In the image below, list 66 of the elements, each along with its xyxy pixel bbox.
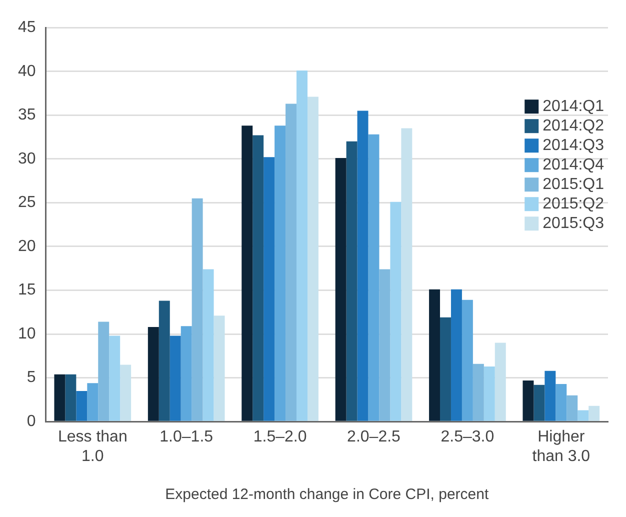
y-tick-label: 5 <box>26 369 36 386</box>
bar <box>286 104 297 421</box>
x-tick-label: 1.0–1.5 <box>160 428 214 446</box>
bar <box>242 126 253 421</box>
bar <box>346 141 358 421</box>
y-tick-label: 0 <box>26 413 36 430</box>
x-tick-label: Less than 1.0 <box>58 428 128 465</box>
y-tick-label: 10 <box>18 325 36 342</box>
bar <box>484 366 495 421</box>
bar <box>192 198 203 421</box>
legend-label: 2014:Q3 <box>542 137 604 154</box>
bar <box>296 70 308 421</box>
bar <box>440 317 451 421</box>
bar <box>307 96 318 421</box>
bar <box>214 316 225 421</box>
legend-label: 2015:Q1 <box>542 176 604 194</box>
x-tick-label: 1.5–2.0 <box>253 428 307 446</box>
bar <box>264 157 275 421</box>
y-tick-label: 40 <box>18 62 36 80</box>
bar <box>390 202 402 421</box>
legend-label: 2014:Q2 <box>542 118 604 135</box>
legend-label: 2015:Q3 <box>542 215 604 232</box>
legend-label: 2014:Q1 <box>542 98 604 116</box>
x-tick-label: 2.0–2.5 <box>347 428 401 446</box>
legend-label: 2014:Q4 <box>542 156 604 174</box>
x-tick-label: 2.5–3.0 <box>440 428 494 446</box>
bar <box>98 322 110 421</box>
bar <box>274 126 286 421</box>
bar <box>429 289 440 421</box>
bar <box>472 364 484 421</box>
bar <box>578 410 589 421</box>
y-tick-label: 30 <box>18 150 36 168</box>
y-tick-label: 45 <box>18 19 36 36</box>
bar <box>401 128 412 421</box>
bar <box>148 327 159 421</box>
bar <box>76 390 88 421</box>
bar <box>120 364 132 421</box>
bar <box>368 134 380 421</box>
bar <box>158 300 170 421</box>
bar <box>170 336 181 421</box>
bar <box>109 336 120 421</box>
bar <box>494 342 506 421</box>
x-axis-title: Expected 12-month change in Core CPI, percent <box>165 486 490 504</box>
bar <box>534 384 545 421</box>
bar <box>522 380 534 421</box>
y-tick-label: 15 <box>18 282 36 299</box>
bar <box>566 395 578 421</box>
bar <box>450 289 462 421</box>
bar <box>544 370 556 421</box>
bar <box>462 300 473 421</box>
y-tick-label: 35 <box>18 106 36 124</box>
y-tick-label: 20 <box>18 238 36 255</box>
bar <box>180 326 192 421</box>
legend-label: 2015:Q2 <box>542 196 604 213</box>
x-tick-label: Higher than 3.0 <box>532 428 590 465</box>
bar <box>588 406 600 421</box>
bar <box>556 384 567 421</box>
bar <box>252 135 264 421</box>
bar <box>379 269 390 421</box>
y-tick-label: 25 <box>18 194 36 212</box>
bar <box>65 374 76 421</box>
bar <box>87 383 98 421</box>
bar <box>357 110 368 421</box>
bar <box>335 158 346 421</box>
bar <box>202 269 214 421</box>
bar <box>54 374 66 421</box>
